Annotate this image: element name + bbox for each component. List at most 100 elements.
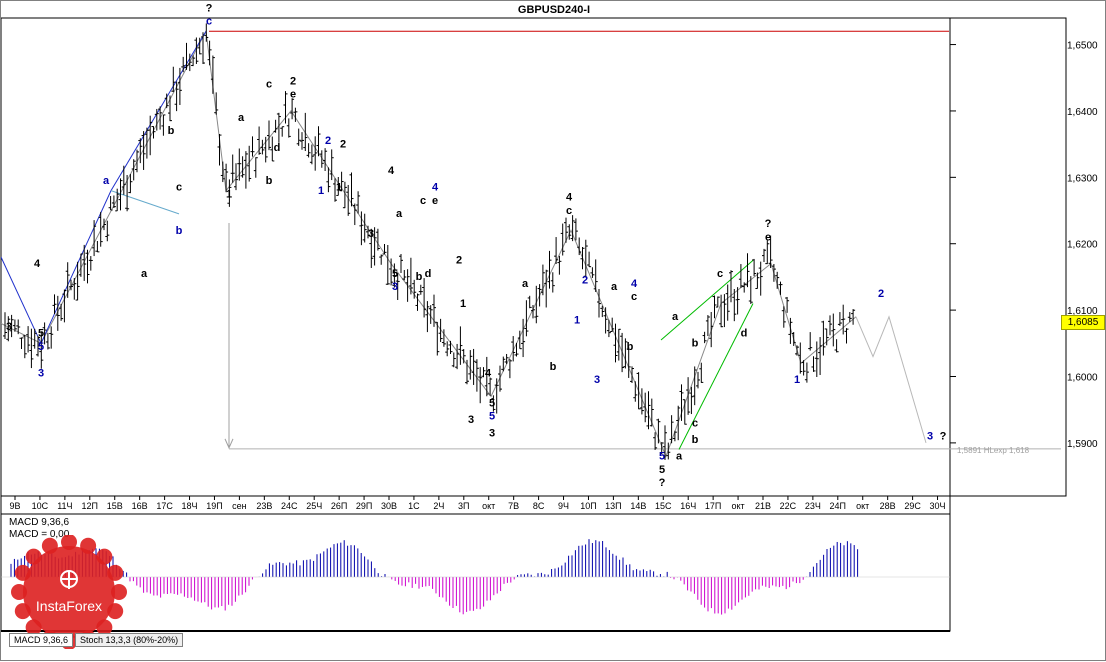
x-tick-label: 23Ч [805, 501, 821, 511]
x-tick-label: 8С [533, 501, 545, 511]
wave-label: e [765, 231, 771, 243]
wave-label: 5 [38, 341, 44, 353]
x-tick-label: 19П [206, 501, 222, 511]
wave-label: 2 [582, 275, 588, 287]
wave-label: 3 [594, 374, 600, 386]
x-tick-label: 30В [381, 501, 397, 511]
instaforex-logo [11, 535, 127, 649]
wave-label: a [522, 278, 529, 290]
wave-label: 5 [489, 411, 495, 423]
x-tick-label: 14В [630, 501, 646, 511]
tab-stoch[interactable]: Stoch 13,3,3 (80%-20%) [75, 633, 184, 647]
y-tick-label: 1,6400 [1067, 107, 1098, 118]
x-tick-label: 7В [508, 501, 519, 511]
y-tick-label: 1,6500 [1067, 41, 1098, 52]
wave-label: a [611, 281, 618, 293]
wave-label: 4 [432, 182, 439, 194]
wave-label: 1 [794, 374, 800, 386]
wave-label: a [676, 450, 683, 462]
indicator-tabs: MACD 9,36,6 Stoch 13,3,3 (80%-20%) [9, 633, 185, 647]
wave-label: 4 [388, 165, 395, 177]
y-tick-label: 1,6300 [1067, 173, 1098, 184]
wave-label: 5 [489, 397, 495, 409]
x-tick-label: 18Ч [182, 501, 198, 511]
wave-label: a [238, 112, 245, 124]
x-tick-label: 15С [655, 501, 672, 511]
wave-label: b [627, 341, 634, 353]
x-tick-label: 1С [408, 501, 420, 511]
wave-label: e [290, 89, 296, 101]
wave-label: d [274, 142, 281, 154]
wave-label: d [741, 328, 748, 340]
wave-label: ? [206, 2, 213, 14]
wave-label: 2 [340, 138, 346, 150]
x-tick-label: 13П [605, 501, 621, 511]
wave-label: d [425, 268, 432, 280]
wave-label: ? [765, 218, 772, 230]
x-tick-label: 22С [780, 501, 797, 511]
x-tick-label: 25Ч [306, 501, 322, 511]
wave-label: 2 [290, 75, 296, 87]
wave-label: 2 [878, 288, 884, 300]
tab-macd[interactable]: MACD 9,36,6 [9, 633, 74, 647]
x-tick-label: окт [731, 501, 744, 511]
wave-label: 3 [392, 281, 398, 293]
wave-label: b [176, 225, 183, 237]
wave-label: a [141, 268, 148, 280]
wave-label: b [692, 434, 699, 446]
wave-label: 4 [485, 368, 492, 380]
x-tick-label: 30Ч [930, 501, 946, 511]
wave-label: 1 [318, 185, 324, 197]
wave-label: 2 [325, 135, 331, 147]
x-tick-label: 17П [705, 501, 721, 511]
x-tick-label: 9Ч [558, 501, 569, 511]
projection-arrowhead [224, 438, 234, 450]
wave-label: b [550, 361, 557, 373]
wave-label: 5 [659, 450, 665, 462]
target-label: 1,5891 НLexp 1,618 [957, 446, 1030, 455]
x-tick-label: 16В [132, 501, 148, 511]
correction-line [110, 190, 180, 215]
x-tick-label: 10П [580, 501, 596, 511]
wave-label: 5 [659, 464, 665, 476]
logo-text: InstaForex [35, 598, 103, 614]
x-tick-label: 24П [830, 501, 846, 511]
y-tick-label: 1,5900 [1067, 439, 1098, 450]
trend-upper [660, 259, 754, 341]
x-tick-label: 9В [9, 501, 20, 511]
x-tick-label: сен [232, 501, 247, 511]
wave-label: 2 [456, 255, 462, 267]
wave-label: c [420, 195, 426, 207]
x-tick-label: 29П [356, 501, 372, 511]
x-tick-label: 3П [458, 501, 469, 511]
macd-value: MACD = 0,00 [9, 529, 70, 540]
wave-label: 3 [368, 228, 374, 240]
x-tick-label: 29С [904, 501, 921, 511]
wave-label: 3 [6, 321, 12, 333]
wave-label: b [168, 125, 175, 137]
wave-label: c [176, 182, 182, 194]
wave-label: c [206, 16, 212, 28]
wave-path [1, 29, 857, 458]
wave-label: c [266, 79, 272, 91]
x-tick-label: 16Ч [680, 501, 696, 511]
current-price-marker: 1,6085 [1061, 315, 1105, 330]
wave-label: b [266, 175, 273, 187]
wave-label: 3 [468, 414, 474, 426]
wave-label: c [692, 417, 698, 429]
wave-label: c [631, 291, 637, 303]
x-tick-label: окт [482, 501, 495, 511]
x-tick-label: 23В [256, 501, 272, 511]
x-tick-label: 10С [32, 501, 49, 511]
x-tick-label: 2Ч [433, 501, 444, 511]
wave-label: ? [940, 431, 947, 443]
wave-label: 1 [336, 182, 342, 194]
wave-label: e [432, 195, 438, 207]
wave-label: 3 [38, 368, 44, 380]
wave-label: 1 [574, 314, 580, 326]
wave-label: ? [659, 477, 666, 489]
wave-label: 5 [392, 268, 398, 280]
x-tick-label: 24С [281, 501, 298, 511]
